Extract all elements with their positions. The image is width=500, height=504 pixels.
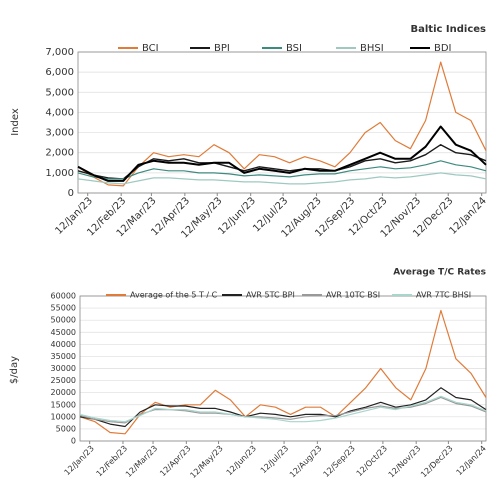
y-tick-label: 0 xyxy=(71,437,76,446)
y-tick-label: 5,000 xyxy=(45,87,74,98)
legend-label: AVR 10TC BSI xyxy=(326,291,380,300)
x-tick-label: 12/Sep/23 xyxy=(322,444,357,479)
series-line xyxy=(77,125,487,182)
series-line xyxy=(77,172,487,185)
x-tick-label: 12/May/23 xyxy=(188,444,224,480)
x-tick-label: 12/Nov/23 xyxy=(387,444,423,480)
y-tick-label: 55000 xyxy=(51,304,76,313)
x-tick-label: 12/Jan/23 xyxy=(63,444,96,477)
chart-title: Average T/C Rates xyxy=(393,268,486,278)
y-axis-label: $/day xyxy=(9,356,20,384)
chart-title: Baltic Indices xyxy=(410,24,486,35)
series-line xyxy=(79,387,487,428)
legend-label: BDI xyxy=(434,43,452,54)
y-tick-label: 6,000 xyxy=(45,67,74,78)
y-tick-label: 10000 xyxy=(51,412,76,421)
series-line xyxy=(79,395,487,423)
y-tick-label: 50000 xyxy=(51,316,76,325)
legend-label: AVR 5TC BPI xyxy=(246,291,295,300)
y-tick-label: 60000 xyxy=(51,292,76,301)
x-tick-label: 12/Aug/23 xyxy=(288,444,324,480)
legend-label: BCI xyxy=(142,43,159,54)
y-tick-label: 3,000 xyxy=(45,128,74,139)
y-tick-label: 45000 xyxy=(51,328,76,337)
legend-label: BSI xyxy=(286,43,302,54)
y-tick-label: 15000 xyxy=(51,400,76,409)
series-line xyxy=(77,61,487,187)
y-tick-label: 35000 xyxy=(51,352,76,361)
y-tick-label: 4,000 xyxy=(45,107,74,118)
x-tick-label: 12/Apr/23 xyxy=(158,444,192,478)
y-tick-label: 20000 xyxy=(51,388,76,397)
legend-label: Average of the 5 T / C xyxy=(130,291,218,300)
legend-label: BHSI xyxy=(360,43,384,54)
y-tick-label: 5000 xyxy=(56,424,76,433)
y-tick-label: 0 xyxy=(68,188,74,199)
y-tick-label: 7,000 xyxy=(45,47,74,58)
y-tick-label: 40000 xyxy=(51,340,76,349)
series-line xyxy=(77,144,487,180)
plot-frame xyxy=(79,295,487,442)
y-tick-label: 25000 xyxy=(51,376,76,385)
legend-label: AVR 7TC BHSI xyxy=(416,291,471,300)
x-tick-label: 12/Jan/24 xyxy=(455,444,488,477)
x-tick-label: 12/Dec/23 xyxy=(419,444,455,480)
y-tick-label: 1,000 xyxy=(45,168,74,179)
y-tick-label: 2,000 xyxy=(45,148,74,159)
x-tick-label: 12/Jul/23 xyxy=(259,444,290,475)
series-line xyxy=(77,160,487,180)
x-tick-label: 12/Mar/23 xyxy=(124,444,159,479)
x-tick-label: 12/Jun/23 xyxy=(225,444,258,477)
y-axis-label: Index xyxy=(10,108,21,136)
plot-frame xyxy=(77,51,487,194)
x-tick-label: 12/Oct/23 xyxy=(355,444,389,478)
y-tick-label: 30000 xyxy=(51,364,76,373)
legend-label: BPI xyxy=(214,43,230,54)
